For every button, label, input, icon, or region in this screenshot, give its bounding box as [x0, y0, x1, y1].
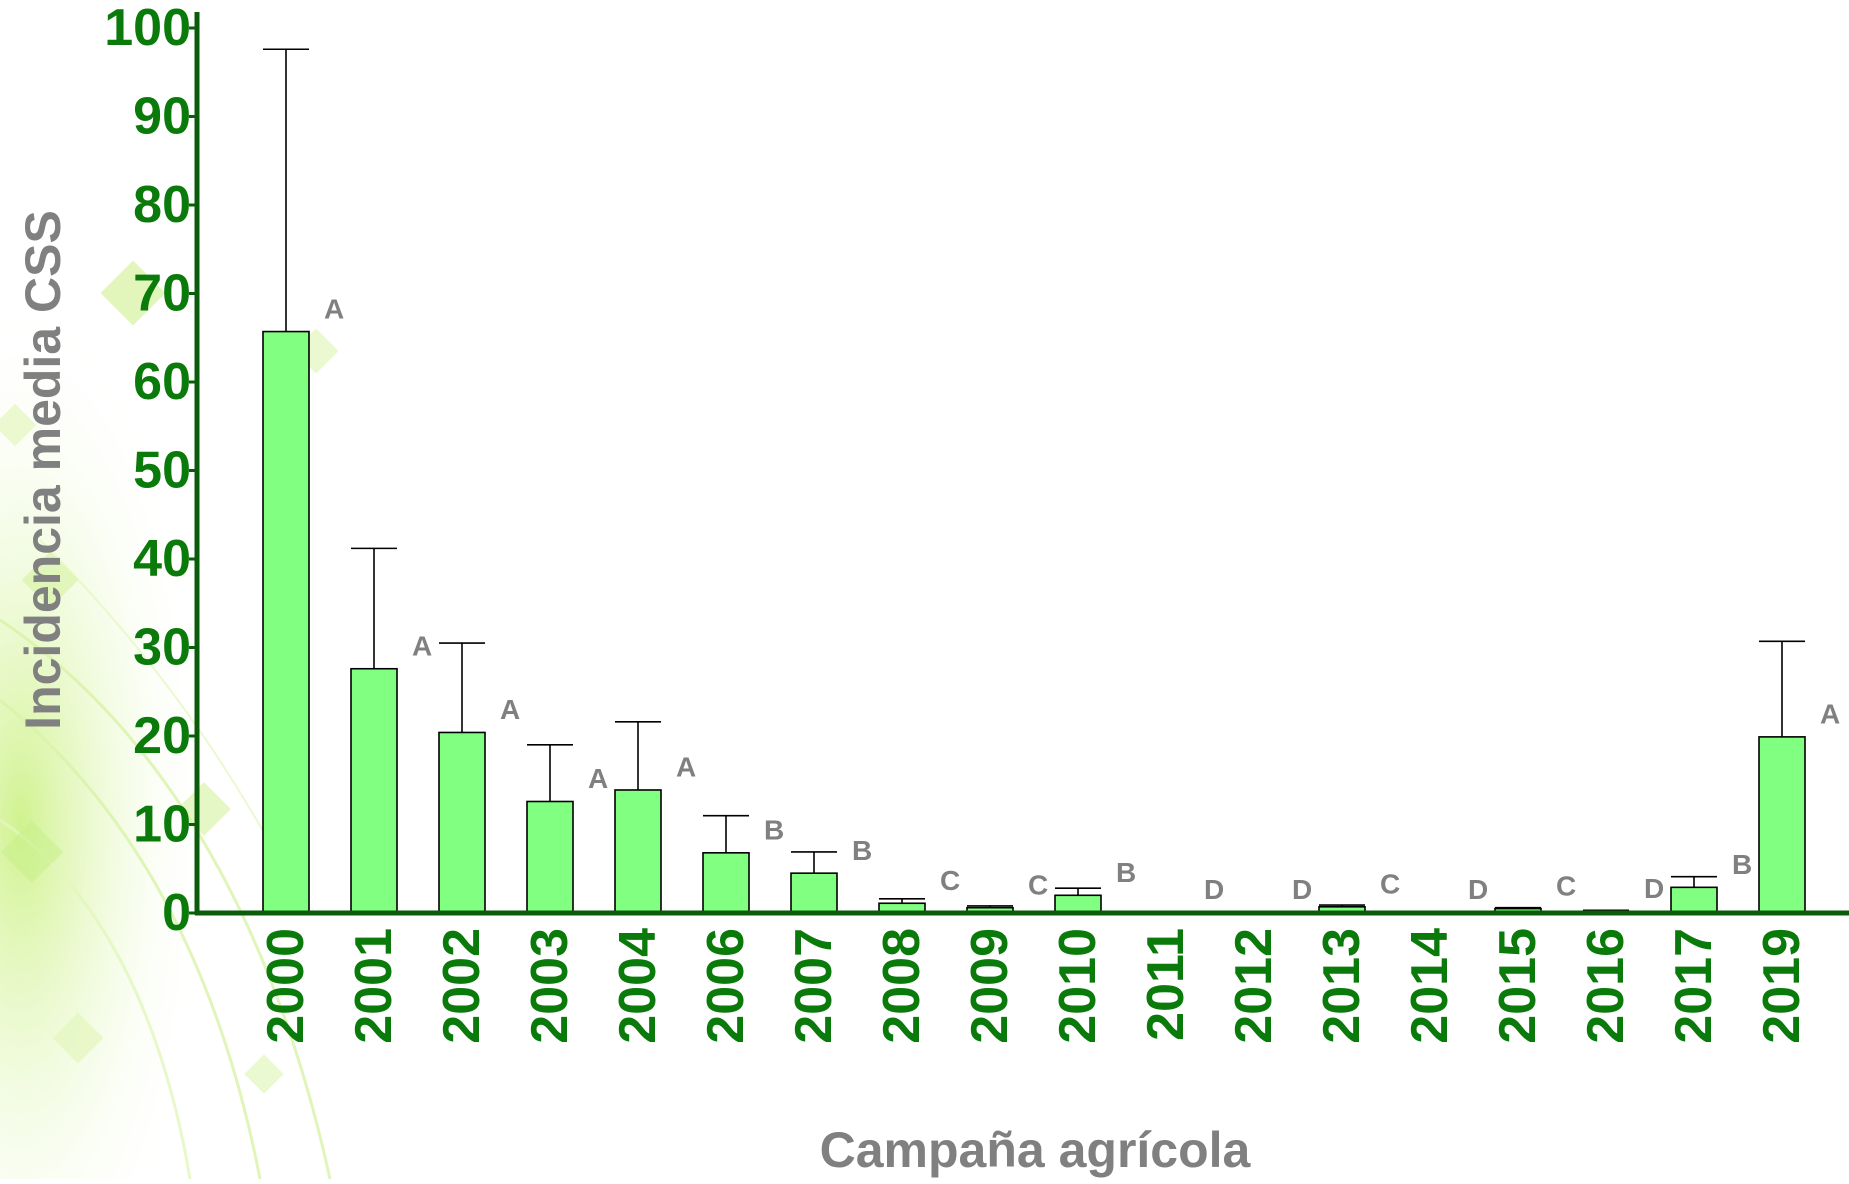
x-tick-labels: 2000 2001 2002 2003 2004 2006 2007 2008 2009 2010…	[257, 928, 1811, 1044]
bar-2010	[1054, 894, 1102, 914]
x-tick-2012: 2012	[1225, 928, 1283, 1044]
y-tick-20: 20	[133, 707, 191, 765]
x-tick-2006: 2006	[697, 928, 755, 1044]
group-letter-2019: A	[1820, 699, 1840, 730]
group-letter-2007: B	[852, 835, 872, 866]
y-tick-10: 10	[133, 796, 191, 854]
group-letter-2009: C	[1028, 869, 1048, 900]
bar-2019	[1758, 736, 1806, 914]
y-tick-70: 70	[133, 265, 191, 323]
group-letter-2006: B	[764, 815, 784, 846]
bar-2007	[790, 872, 838, 914]
y-tick-30: 30	[133, 619, 191, 677]
x-tick-2011: 2011	[1137, 928, 1195, 1041]
bar-2006	[702, 852, 750, 914]
bar-2004	[614, 789, 662, 914]
y-tick-90: 90	[133, 88, 191, 146]
x-tick-2014: 2014	[1401, 928, 1459, 1044]
bars-layer	[262, 330, 1806, 914]
y-tick-50: 50	[133, 442, 191, 500]
group-letter-2015: C	[1556, 870, 1576, 901]
group-letter-2012: D	[1292, 874, 1312, 905]
x-tick-2015: 2015	[1489, 928, 1547, 1044]
group-letter-2010: B	[1116, 857, 1136, 888]
bar-2003	[526, 800, 574, 914]
x-tick-2010: 2010	[1049, 928, 1107, 1044]
bar-2002	[438, 731, 486, 914]
x-tick-2019: 2019	[1753, 928, 1811, 1044]
bar-2001	[350, 667, 398, 914]
group-letter-2008: C	[940, 865, 960, 896]
group-letter-2004: A	[676, 752, 696, 783]
y-tick-80: 80	[133, 176, 191, 234]
y-tick-100: 100	[104, 0, 191, 57]
group-letter-2003: A	[588, 763, 608, 794]
y-tick-40: 40	[133, 530, 191, 588]
axes-layer	[189, 12, 1849, 916]
x-tick-2000: 2000	[257, 928, 315, 1044]
group-letter-2013: C	[1380, 869, 1400, 900]
y-tick-labels: 0 10 20 30 40 50 60 70 80 90 100	[104, 0, 191, 942]
y-axis-title: Incidencia media CSS	[15, 210, 71, 730]
x-tick-2009: 2009	[961, 928, 1019, 1044]
group-letter-2017: B	[1732, 849, 1752, 880]
x-axis-title: Campaña agrícola	[820, 1122, 1252, 1178]
x-tick-2002: 2002	[433, 928, 491, 1044]
background-decoration	[0, 0, 420, 1180]
group-letter-2011: D	[1204, 874, 1224, 905]
bar-2017	[1670, 886, 1718, 914]
group-letter-2014: D	[1468, 874, 1488, 905]
group-letters-layer: A A A A A B B C C B D D C D C D B A	[324, 293, 1840, 905]
bar-2000	[262, 330, 310, 914]
group-letter-2000: A	[324, 293, 344, 324]
group-letter-2001: A	[412, 630, 432, 661]
x-tick-2007: 2007	[785, 928, 843, 1044]
group-letter-2016: D	[1644, 873, 1664, 904]
x-tick-2003: 2003	[521, 928, 579, 1044]
group-letter-2002: A	[500, 694, 520, 725]
y-tick-0: 0	[162, 884, 191, 942]
x-tick-2013: 2013	[1313, 928, 1371, 1044]
x-tick-2017: 2017	[1665, 928, 1723, 1044]
y-tick-60: 60	[133, 353, 191, 411]
x-tick-2016: 2016	[1577, 928, 1635, 1044]
error-bars-layer	[263, 48, 1805, 913]
x-tick-2008: 2008	[873, 928, 931, 1044]
x-tick-2001: 2001	[345, 928, 403, 1044]
x-tick-2004: 2004	[609, 928, 667, 1044]
